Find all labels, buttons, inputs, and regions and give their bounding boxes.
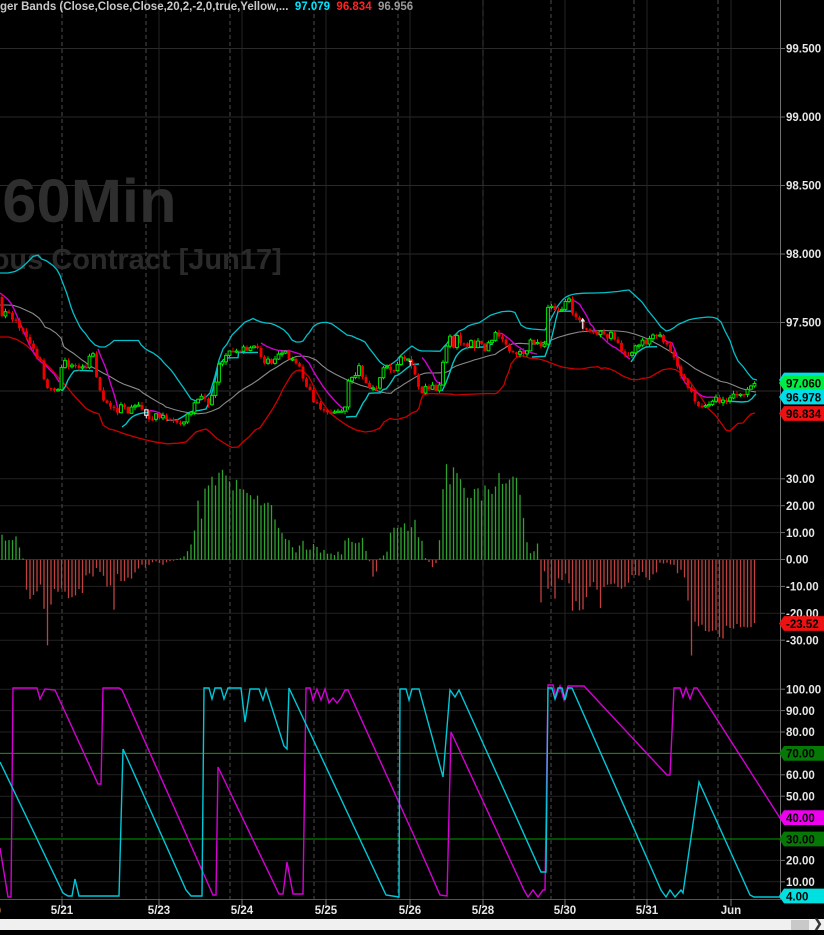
svg-text:70.00: 70.00 — [786, 749, 815, 761]
svg-text:40.00: 40.00 — [786, 813, 815, 825]
svg-text:50.00: 50.00 — [786, 791, 815, 803]
svg-text:97.500: 97.500 — [786, 318, 821, 330]
svg-text:97.060: 97.060 — [786, 378, 821, 390]
svg-text:-23.52: -23.52 — [786, 619, 819, 631]
svg-text:0.00: 0.00 — [786, 555, 808, 567]
svg-text:96.834: 96.834 — [786, 409, 822, 421]
svg-text:uous Contract [Jun17]: uous Contract [Jun17] — [0, 244, 282, 276]
svg-text:10.00: 10.00 — [786, 528, 815, 540]
svg-text:98.500: 98.500 — [786, 181, 821, 193]
svg-text:90.00: 90.00 — [786, 706, 815, 718]
svg-text:60Min: 60Min — [2, 167, 176, 236]
svg-text:5/24: 5/24 — [231, 905, 254, 917]
svg-text:-10.00: -10.00 — [786, 582, 819, 594]
svg-text:99.000: 99.000 — [786, 112, 821, 124]
svg-text:5/21: 5/21 — [51, 905, 74, 917]
svg-text:5/30: 5/30 — [554, 905, 576, 917]
svg-text:4.00: 4.00 — [786, 891, 808, 903]
svg-text:96.978: 96.978 — [786, 392, 822, 404]
svg-text:30.00: 30.00 — [786, 474, 815, 486]
svg-text:-30.00: -30.00 — [786, 635, 819, 647]
svg-text:99.500: 99.500 — [786, 44, 821, 56]
svg-text:10.00: 10.00 — [786, 877, 815, 889]
svg-text:5/28: 5/28 — [472, 905, 495, 917]
svg-text:100.00: 100.00 — [786, 684, 821, 696]
svg-text:20.00: 20.00 — [786, 501, 815, 513]
svg-text:30.00: 30.00 — [786, 834, 815, 846]
svg-text:98.000: 98.000 — [786, 249, 821, 261]
svg-text:60.00: 60.00 — [786, 770, 815, 782]
svg-text:20.00: 20.00 — [786, 856, 815, 868]
svg-text:Jun: Jun — [721, 905, 741, 917]
svg-text:5/25: 5/25 — [315, 905, 338, 917]
svg-text:0: 0 — [0, 905, 1, 917]
svg-text:5/26: 5/26 — [399, 905, 421, 917]
svg-text:5/31: 5/31 — [636, 905, 659, 917]
svg-text:5/23: 5/23 — [148, 905, 170, 917]
svg-text:80.00: 80.00 — [786, 727, 815, 739]
